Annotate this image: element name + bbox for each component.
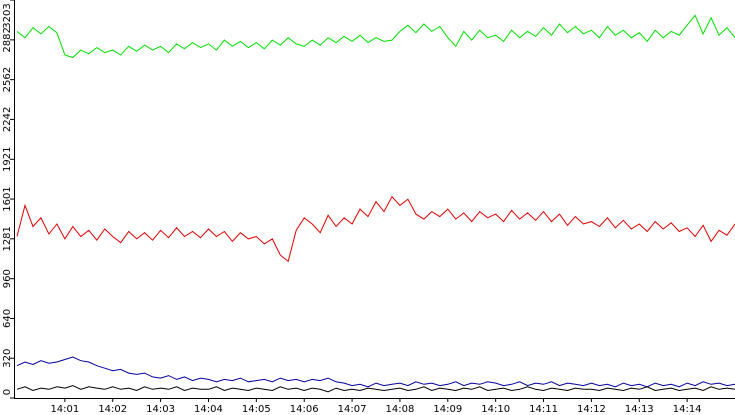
x-tick-label: 14:04 <box>194 404 223 415</box>
x-tick-label: 14:02 <box>98 404 127 415</box>
y-tick-label: 320 <box>2 349 13 368</box>
y-tick-label: 3203 <box>2 3 13 28</box>
x-tick-label: 14:06 <box>290 404 319 415</box>
y-tick-label: 640 <box>2 309 13 328</box>
y-tick-label: 1601 <box>2 186 13 211</box>
y-tick-label: 1921 <box>2 147 13 172</box>
y-tick-label: 2242 <box>2 107 13 132</box>
x-tick-label: 14:07 <box>338 404 367 415</box>
y-tick-label: 960 <box>2 269 13 288</box>
y-tick-label: 2882 <box>2 27 13 52</box>
x-tick-label: 14:05 <box>242 404 271 415</box>
x-tick-label: 14:13 <box>625 404 654 415</box>
y-tick-label: 0 <box>2 389 13 395</box>
series-line <box>16 385 735 393</box>
y-tick-label: 1281 <box>2 226 13 251</box>
x-tick-label: 14:03 <box>146 404 175 415</box>
y-tick-label: 2562 <box>2 67 13 92</box>
series-line <box>16 14 735 59</box>
x-tick-label: 14:09 <box>433 404 462 415</box>
x-tick-label: 14:01 <box>50 404 79 415</box>
x-tick-label: 14:08 <box>386 404 415 415</box>
x-tick-label: 14:10 <box>481 404 510 415</box>
x-tick-label: 14:12 <box>577 404 606 415</box>
series-line <box>16 356 735 388</box>
x-tick-label: 14:14 <box>673 404 702 415</box>
series-line <box>16 195 735 263</box>
x-tick-label: 14:11 <box>529 404 558 415</box>
